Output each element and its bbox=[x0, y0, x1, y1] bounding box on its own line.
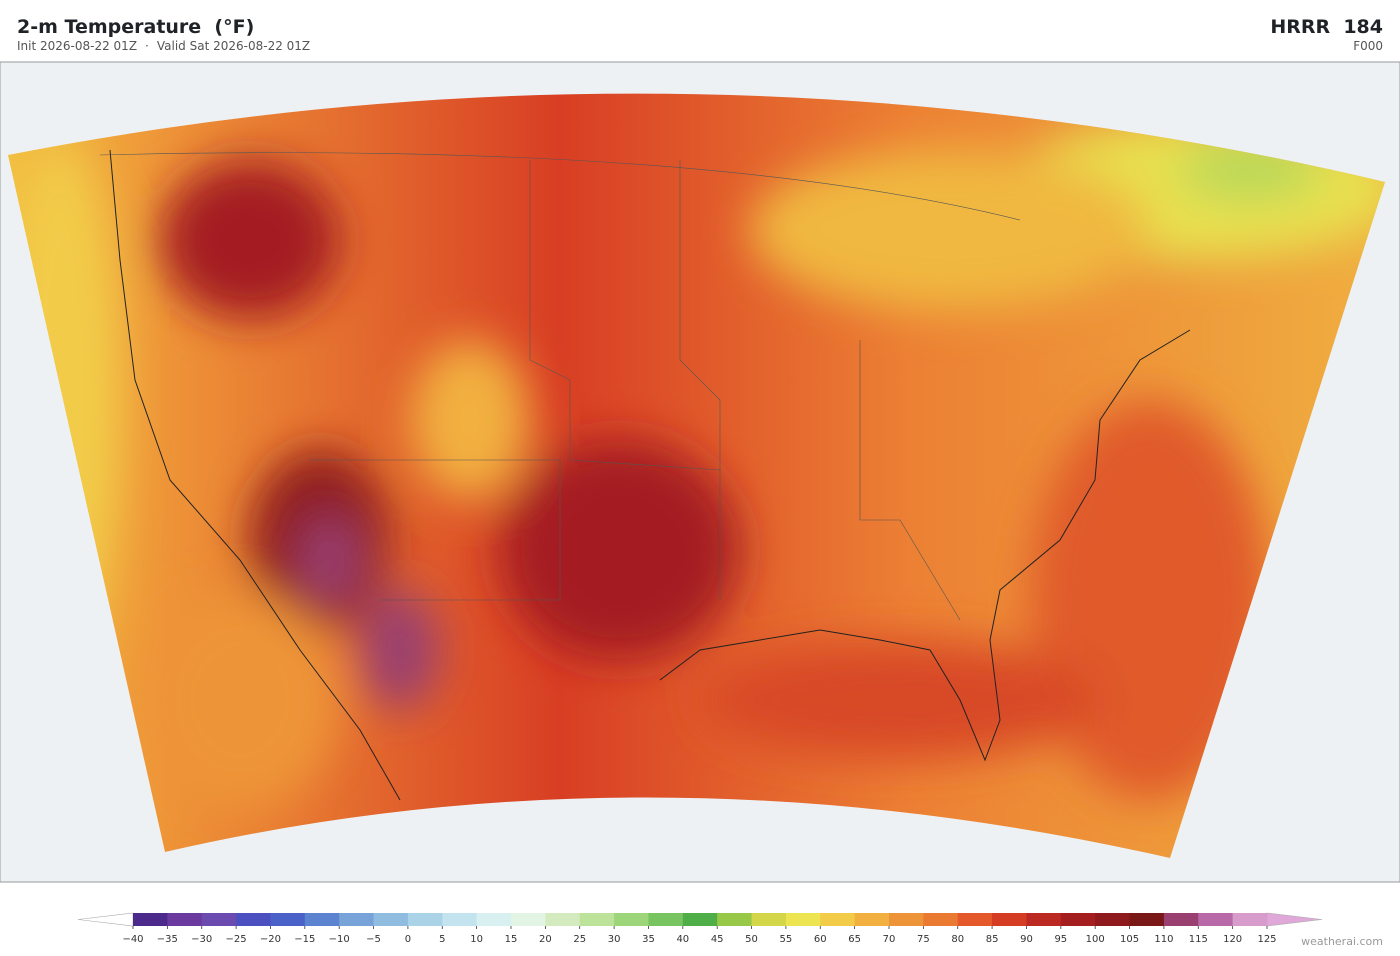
colorbar-tick-label: 40 bbox=[676, 934, 689, 945]
colorbar-tick-label: 75 bbox=[917, 934, 930, 945]
colorbar-tick-label: −15 bbox=[294, 934, 315, 945]
valid-time: Valid Sat 2026-08-22 01Z bbox=[156, 39, 311, 53]
colorbar-swatch bbox=[1026, 913, 1062, 926]
colorbar-tick-label: 0 bbox=[405, 934, 411, 945]
colorbar-swatch bbox=[167, 913, 203, 926]
colorbar-swatch bbox=[407, 913, 443, 926]
colorbar-swatch bbox=[751, 913, 787, 926]
temperature-field bbox=[8, 93, 1385, 859]
colorbar-tick-label: −35 bbox=[157, 934, 178, 945]
map-title: 2-m Temperature (°F) bbox=[17, 16, 255, 38]
colorbar-swatch bbox=[1095, 913, 1131, 926]
colorbar-swatch bbox=[545, 913, 581, 926]
colorbar-tick-label: −10 bbox=[329, 934, 350, 945]
colorbar-swatch bbox=[923, 913, 959, 926]
colorbar-tick-label: 85 bbox=[986, 934, 999, 945]
colorbar-tick-label: 80 bbox=[951, 934, 964, 945]
colorbar-swatch bbox=[648, 913, 684, 926]
colorbar-swatch bbox=[785, 913, 821, 926]
separator: · bbox=[145, 39, 149, 53]
colorbar-tick-label: 105 bbox=[1120, 934, 1139, 945]
colorbar-swatch bbox=[1060, 913, 1096, 926]
colorbar-swatch bbox=[201, 913, 237, 926]
colorbar-swatch bbox=[236, 913, 271, 926]
colorbar-swatch bbox=[442, 913, 478, 926]
colorbar-tick-label: 100 bbox=[1086, 934, 1105, 945]
colorbar-swatch bbox=[339, 913, 375, 926]
colorbar-swatch bbox=[133, 913, 168, 926]
colorbar-tick-label: 70 bbox=[883, 934, 896, 945]
colorbar-tick-label: 65 bbox=[848, 934, 861, 945]
colorbar-swatch bbox=[476, 913, 512, 926]
colorbar-swatch bbox=[1198, 913, 1234, 926]
colorbar-tick-label: 10 bbox=[470, 934, 483, 945]
colorbar-swatch bbox=[682, 913, 718, 926]
colorbar-tick-label: −40 bbox=[122, 934, 143, 945]
colorbar-under bbox=[77, 912, 134, 927]
colorbar-swatch bbox=[373, 913, 409, 926]
colorbar-tick-label: 125 bbox=[1257, 934, 1276, 945]
colorbar-tick-label: 25 bbox=[573, 934, 586, 945]
colorbar-tick-label: −30 bbox=[191, 934, 212, 945]
colorbar-tick-label: 45 bbox=[711, 934, 724, 945]
colorbar-tick-label: 115 bbox=[1189, 934, 1208, 945]
forecast-hour: F000 bbox=[1353, 39, 1383, 53]
colorbar-tick-label: −5 bbox=[366, 934, 381, 945]
colorbar-swatch bbox=[854, 913, 890, 926]
colorbar-tick-label: 60 bbox=[814, 934, 827, 945]
colorbar-tick-label: −20 bbox=[260, 934, 281, 945]
colorbar-swatch bbox=[511, 913, 546, 926]
colorbar-tick-label: 5 bbox=[439, 934, 445, 945]
model-name: HRRR 184 bbox=[1270, 16, 1383, 38]
coastlines bbox=[109, 149, 1191, 801]
colorbar-swatch bbox=[304, 913, 340, 926]
colorbar-tick-label: −25 bbox=[226, 934, 247, 945]
credit: weatherai.com bbox=[1301, 935, 1383, 948]
colorbar-swatch bbox=[270, 913, 306, 926]
colorbar-tick-label: 35 bbox=[642, 934, 655, 945]
colorbar-tick-label: 90 bbox=[1020, 934, 1033, 945]
colorbar-swatch bbox=[1163, 913, 1199, 926]
colorbar-tick-label: 15 bbox=[505, 934, 518, 945]
colorbar-over bbox=[1266, 912, 1323, 927]
colorbar-tick-label: 30 bbox=[608, 934, 621, 945]
run-info: Init 2026-08-22 01Z · Valid Sat 2026-08-22… bbox=[17, 39, 318, 53]
colorbar-swatch bbox=[717, 913, 753, 926]
colorbar-swatch bbox=[820, 913, 856, 926]
colorbar-tick-label: 95 bbox=[1054, 934, 1067, 945]
colorbar-swatch bbox=[957, 913, 993, 926]
colorbar: −40 −35 −30 −25 −20 −15 −10 −5 0 5 10 15 20 25 30 35 40 4… bbox=[77, 912, 1323, 945]
init-time: Init 2026-08-22 01Z bbox=[17, 39, 138, 53]
colorbar-tick-label: 50 bbox=[745, 934, 758, 945]
colorbar-tick-label: 20 bbox=[539, 934, 552, 945]
colorbar-swatch bbox=[992, 913, 1027, 926]
colorbar-swatch bbox=[1129, 913, 1165, 926]
colorbar-swatch bbox=[579, 913, 615, 926]
colorbar-tick-label: 120 bbox=[1223, 934, 1242, 945]
colorbar-tick-label: 55 bbox=[780, 934, 793, 945]
colorbar-tick-label: 110 bbox=[1154, 934, 1173, 945]
colorbar-swatch bbox=[614, 913, 649, 926]
borders bbox=[99, 152, 1021, 621]
colorbar-swatch bbox=[1232, 913, 1268, 926]
colorbar-swatch bbox=[889, 913, 924, 926]
